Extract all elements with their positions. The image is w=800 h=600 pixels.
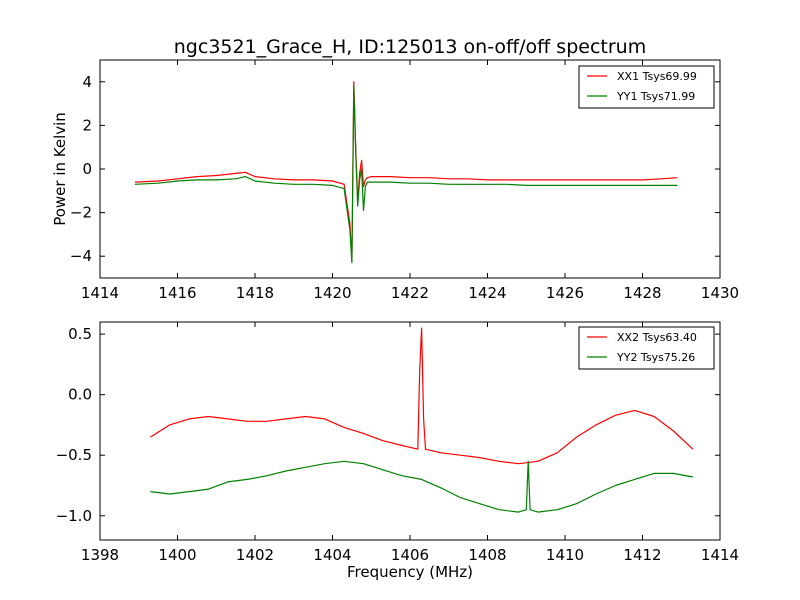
bottom-y-ticks: 0.5 0.0 −0.5 −1.0 bbox=[56, 325, 720, 525]
top-x-tick-label: 1426 bbox=[546, 284, 584, 302]
top-y-ticks: 4 2 0 −2 −4 bbox=[70, 73, 720, 265]
top-y-axis-label: Power in Kelvin bbox=[51, 112, 69, 226]
top-series-line-yy bbox=[134, 85, 678, 264]
bottom-x-tick-label: 1412 bbox=[623, 546, 661, 564]
bottom-legend: XX2 Tsys63.40 YY2 Tsys75.26 bbox=[578, 326, 715, 370]
chart-title: ngc3521_Grace_H, ID:125013 on-off/off sp… bbox=[174, 36, 646, 58]
top-legend-label-xx1: XX1 Tsys69.99 bbox=[617, 70, 697, 83]
top-y-tick-label: −2 bbox=[70, 204, 92, 222]
top-x-tick-label: 1422 bbox=[391, 284, 429, 302]
top-x-tick-label: 1428 bbox=[623, 284, 661, 302]
top-x-ticks: 1414 1416 1418 1420 1422 1424 1426 1428 1430 bbox=[81, 60, 739, 302]
top-x-tick-label: 1430 bbox=[701, 284, 739, 302]
top-y-tick-label: 2 bbox=[82, 116, 92, 134]
bottom-legend-label-yy2: YY2 Tsys75.26 bbox=[616, 351, 695, 364]
bottom-y-tick-label: −0.5 bbox=[56, 446, 92, 464]
bottom-x-tick-label: 1400 bbox=[158, 546, 196, 564]
top-legend: XX1 Tsys69.99 YY1 Tsys71.99 bbox=[578, 65, 715, 109]
bottom-x-axis-label: Frequency (MHz) bbox=[347, 563, 473, 581]
bottom-y-tick-label: 0.0 bbox=[68, 386, 92, 404]
top-legend-label-yy1: YY1 Tsys71.99 bbox=[616, 90, 695, 103]
bottom-x-tick-label: 1398 bbox=[81, 546, 119, 564]
top-y-tick-label: −4 bbox=[70, 247, 92, 265]
top-x-tick-label: 1420 bbox=[313, 284, 351, 302]
top-x-tick-label: 1414 bbox=[81, 284, 119, 302]
bottom-legend-box bbox=[578, 326, 715, 370]
bottom-y-tick-label: 0.5 bbox=[68, 325, 92, 343]
bottom-x-tick-label: 1404 bbox=[313, 546, 351, 564]
bottom-plot-area bbox=[150, 327, 694, 513]
bottom-y-tick-label: −1.0 bbox=[56, 507, 92, 525]
bottom-chart: 1398 1400 1402 1404 1406 1408 1410 1412 1414 0.5… bbox=[56, 321, 739, 581]
top-y-tick-label: 4 bbox=[82, 73, 92, 91]
bottom-x-tick-label: 1402 bbox=[236, 546, 274, 564]
top-x-tick-label: 1424 bbox=[468, 284, 506, 302]
bottom-x-ticks: 1398 1400 1402 1404 1406 1408 1410 1412 1414 bbox=[81, 322, 739, 564]
top-chart: ngc3521_Grace_H, ID:125013 on-off/off sp… bbox=[51, 36, 739, 302]
top-series-line-xx bbox=[134, 81, 678, 262]
bottom-x-tick-label: 1410 bbox=[546, 546, 584, 564]
top-y-tick-label: 0 bbox=[82, 160, 92, 178]
bottom-x-tick-label: 1408 bbox=[468, 546, 506, 564]
bottom-series-line-xx bbox=[150, 327, 694, 465]
top-plot-area bbox=[134, 81, 678, 264]
top-x-tick-label: 1418 bbox=[236, 284, 274, 302]
top-x-tick-label: 1416 bbox=[158, 284, 196, 302]
bottom-legend-label-xx2: XX2 Tsys63.40 bbox=[617, 331, 697, 344]
bottom-series-line-yy bbox=[150, 460, 694, 513]
bottom-x-tick-label: 1406 bbox=[391, 546, 429, 564]
top-legend-box bbox=[578, 65, 715, 109]
bottom-x-tick-label: 1414 bbox=[701, 546, 739, 564]
